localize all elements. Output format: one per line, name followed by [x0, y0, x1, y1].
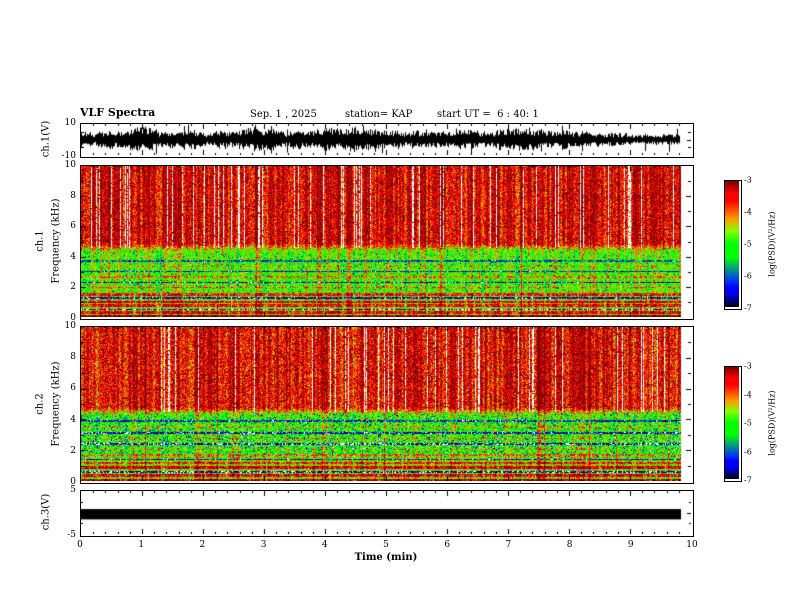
start-ut-label: start UT = 6 : 40: 1 [437, 109, 539, 120]
ch1-waveform-canvas [81, 124, 691, 155]
colorbar-ch2-tick: -6 [744, 447, 752, 456]
ch3-voltage-axis-label: ch.3(V) [40, 493, 52, 531]
x-tick-label: 10 [686, 540, 698, 550]
y-tick-label: 10 [64, 118, 76, 128]
x-tick-label: 3 [260, 540, 267, 550]
x-tick-label: 2 [199, 540, 206, 550]
ch1-waveform-panel [80, 123, 694, 158]
ch2-spectrogram-channel-label: ch.2 [34, 393, 46, 415]
x-tick-label: 5 [383, 540, 389, 550]
colorbar-ch1-tick: -3 [744, 175, 752, 185]
ch1-voltage-axis-label: ch.1(V) [40, 120, 52, 158]
y-tick-label: 5 [70, 485, 76, 495]
ch1-spectrogram-channel-label: ch.1 [34, 230, 46, 252]
ch3-waveform-canvas [81, 491, 691, 534]
x-tick-label: 4 [321, 540, 328, 550]
colorbar-ch1-canvas [725, 181, 739, 307]
colorbar-ch1-tick: -7 [744, 303, 752, 313]
y-tick-label: 2 [70, 282, 76, 293]
ch1-spectrogram-canvas [81, 166, 691, 317]
colorbar-ch1-axis-label: log(PSD)(V²/Hz) [767, 211, 777, 277]
y-tick-label: 0 [70, 313, 76, 323]
colorbar-ch2-axis-label: log(PSD)(V²/Hz) [767, 390, 777, 456]
x-tick-label: 9 [627, 540, 634, 550]
y-tick-label: -10 [61, 151, 77, 161]
colorbar-ch2-tick: -4 [744, 390, 752, 399]
station-label: station= KAP [345, 109, 413, 120]
y-tick-label: 10 [64, 160, 76, 170]
colorbar-ch2-tick: -7 [744, 475, 752, 485]
colorbar-ch1 [724, 180, 742, 310]
y-tick-label: 8 [70, 352, 76, 363]
colorbar-ch2-tick: -3 [744, 361, 752, 371]
y-tick-label: -5 [67, 530, 76, 540]
ch1-frequency-axis-label: Frequency (kHz) [50, 198, 62, 284]
colorbar-ch2-tick: -5 [744, 418, 752, 428]
y-tick-label: 2 [70, 445, 76, 456]
date-label: Sep. 1 , 2025 [250, 109, 317, 120]
x-tick-label: 7 [505, 540, 512, 550]
y-tick-label: 4 [70, 251, 76, 262]
colorbar-ch1-tick: -4 [744, 207, 752, 217]
colorbar-ch1-tick: -6 [744, 271, 752, 281]
ch2-spectrogram-canvas [81, 327, 691, 481]
y-tick-label: 6 [70, 383, 76, 394]
y-tick-label: 10 [64, 321, 76, 331]
y-tick-label: 4 [70, 414, 76, 425]
y-tick-label: 0 [70, 477, 76, 487]
colorbar-ch2 [724, 366, 742, 482]
y-tick-label: 6 [70, 221, 76, 232]
y-tick-label: 8 [70, 190, 76, 201]
colorbar-ch2-canvas [725, 367, 739, 479]
figure-title: VLF Spectra [80, 106, 156, 119]
ch2-frequency-axis-label: Frequency (kHz) [50, 361, 62, 447]
x-tick-label: 0 [77, 540, 83, 550]
ch1-spectrogram-panel [80, 165, 694, 320]
ch3-waveform-panel [80, 490, 694, 537]
colorbar-ch1-tick: -5 [744, 239, 752, 249]
x-tick-label: 6 [444, 540, 451, 550]
x-tick-label: 1 [138, 540, 145, 550]
ch2-spectrogram-panel [80, 326, 694, 484]
x-axis-label: Time (min) [354, 552, 418, 563]
x-tick-label: 8 [566, 540, 573, 550]
